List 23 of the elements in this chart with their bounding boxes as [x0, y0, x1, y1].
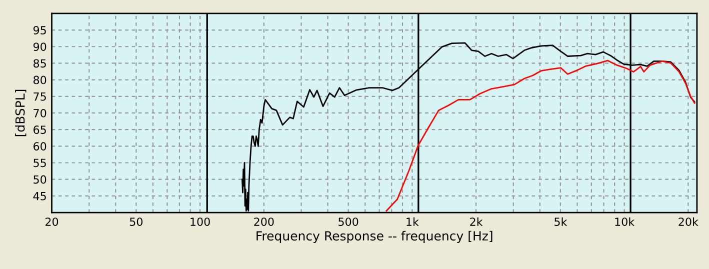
x-tick-label: 50 [130, 218, 143, 226]
y-tick-label: 60 [34, 142, 46, 151]
y-tick-label: 80 [34, 76, 46, 84]
x-tick-label: 500 [338, 218, 358, 226]
y-tick-label: 55 [34, 158, 46, 168]
x-tick-label: 5k [554, 217, 568, 226]
y-axis-title: [dBSPL] [15, 90, 26, 136]
x-tick-label: 100 [190, 218, 210, 226]
x-tick-label: 2k [470, 217, 483, 226]
x-tick-label: 200 [254, 218, 274, 226]
y-tick-label: 45 [33, 192, 46, 200]
x-tick-label: 1k [406, 217, 419, 226]
y-tick-label: 50 [34, 175, 46, 184]
y-tick-label: 70 [34, 108, 46, 118]
y-tick-label: 85 [34, 59, 46, 68]
x-tick-label: 20 [46, 218, 58, 226]
y-tick-label: 95 [33, 26, 46, 34]
x-axis-title: Frequency Response -- frequency [Hz] [256, 230, 492, 243]
x-tick-label: 10k [615, 217, 635, 226]
y-tick-label: 65 [34, 126, 46, 134]
y-tick-label: 75 [34, 92, 46, 101]
x-tick-label: 20k [678, 217, 698, 226]
y-tick-label: 90 [33, 42, 46, 52]
